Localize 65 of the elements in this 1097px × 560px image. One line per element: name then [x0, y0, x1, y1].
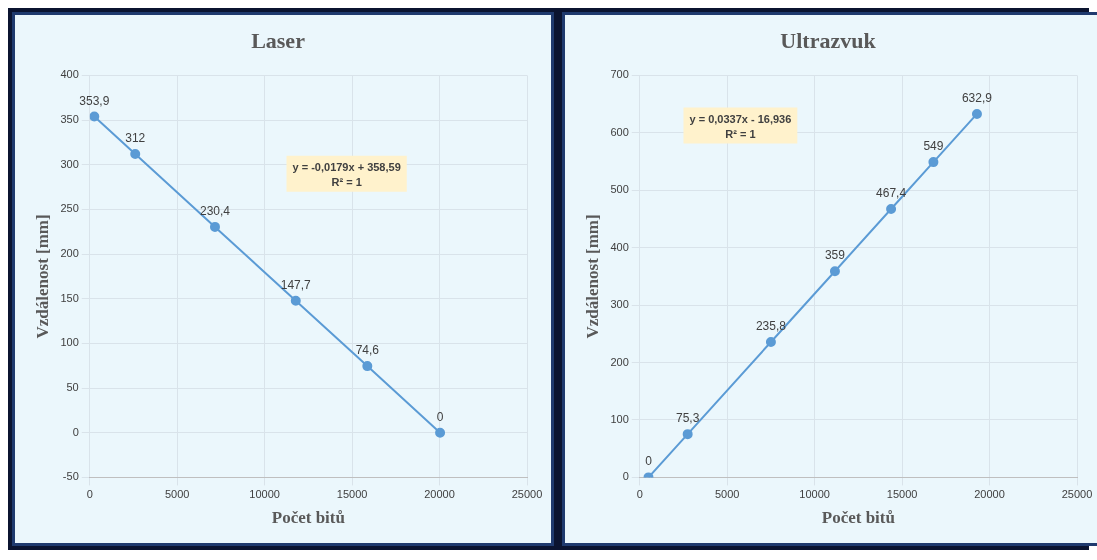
annotation: y = 0,0337x - 16,936	[689, 112, 792, 125]
data-label: 359	[824, 248, 846, 263]
point	[971, 108, 982, 119]
y-tick-label: -50	[62, 470, 79, 483]
y-tick-label: 600	[610, 125, 629, 138]
y-tick-label: 400	[60, 68, 79, 81]
point	[682, 429, 693, 440]
x-tick-label: 25000	[1061, 488, 1093, 501]
y-tick-label: 150	[60, 291, 79, 304]
y-tick-label: 0	[622, 470, 629, 483]
data-label: 312	[125, 131, 146, 146]
point	[362, 361, 373, 372]
x-tick-label: 5000	[164, 488, 190, 501]
x-axis-title: Počet bitů	[821, 508, 895, 528]
point	[435, 427, 446, 438]
data-label: 0	[436, 409, 444, 424]
y-tick-label: 50	[66, 381, 79, 394]
point	[829, 266, 840, 277]
point	[130, 149, 141, 160]
chart-title: Ultrazvuk	[780, 27, 877, 53]
data-label: 549	[923, 139, 944, 154]
x-tick-label: 5000	[714, 488, 740, 501]
x-tick-label: 15000	[336, 488, 368, 501]
y-tick-label: 300	[610, 298, 629, 311]
y-tick-label: 350	[60, 113, 79, 126]
point	[928, 157, 939, 168]
x-tick-label: 25000	[511, 488, 543, 501]
y-tick-label: 300	[60, 157, 79, 170]
data-label: 74,6	[355, 343, 380, 358]
data-label: 467,4	[876, 185, 907, 200]
y-tick-label: 500	[610, 183, 629, 196]
data-label: 632,9	[961, 90, 993, 105]
y-tick-label: 250	[60, 202, 79, 215]
point	[209, 221, 220, 232]
y-tick-label: 100	[610, 413, 629, 425]
point	[290, 295, 301, 306]
point	[765, 336, 776, 347]
x-tick-label: 15000	[886, 488, 918, 501]
point	[89, 111, 100, 122]
chart-title: Laser	[251, 27, 306, 53]
data-label: 0	[645, 454, 653, 469]
y-tick-label: 200	[60, 247, 79, 260]
x-axis-title: Počet bitů	[271, 508, 345, 528]
point	[886, 203, 897, 214]
x-tick-label: 0	[636, 488, 643, 501]
y-axis-title: Vzdálenost [mm]	[32, 214, 52, 339]
data-label: 147,7	[280, 277, 312, 292]
x-tick-label: 10000	[799, 488, 830, 501]
data-label: 235,8	[755, 318, 787, 333]
x-tick-label: 0	[86, 488, 93, 501]
annotation: R² = 1	[725, 127, 756, 140]
data-label: 230,4	[199, 203, 231, 218]
y-tick-label: 0	[72, 425, 79, 438]
x-tick-label: 10000	[249, 488, 280, 501]
y-tick-label: 100	[60, 336, 79, 349]
annotation: R² = 1	[331, 175, 362, 188]
x-tick-label: 20000	[424, 488, 455, 501]
data-label: 353,9	[79, 93, 110, 108]
data-label: 75,3	[676, 411, 700, 426]
annotation: y = -0,0179x + 358,59	[292, 160, 401, 173]
y-tick-label: 700	[610, 68, 629, 81]
y-tick-label: 200	[610, 355, 629, 368]
x-tick-label: 20000	[974, 488, 1005, 501]
y-tick-label: 400	[610, 240, 629, 253]
y-axis-title: Vzdálenost [mm]	[582, 214, 602, 339]
